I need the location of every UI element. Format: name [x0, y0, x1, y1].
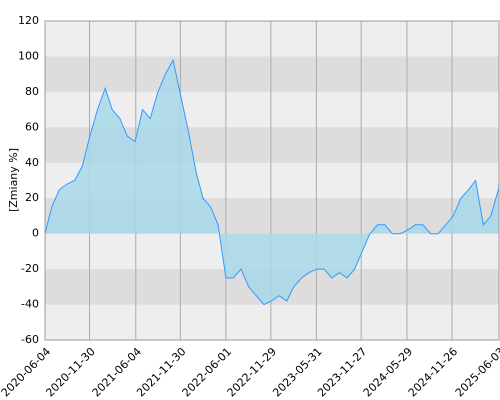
y-axis-label: [Zmiany %]	[7, 148, 20, 212]
area	[45, 60, 499, 305]
y-tick-label: 0	[32, 227, 39, 240]
y-tick-label: 40	[25, 156, 39, 169]
y-tick-label: 100	[18, 49, 39, 62]
x-tick-label: 2025-06-03	[453, 345, 500, 399]
y-tick-label: -40	[21, 298, 39, 311]
y-tick-label: 60	[25, 120, 39, 133]
y-tick-label: 80	[25, 85, 39, 98]
y-tick-label: -20	[21, 262, 39, 275]
plot-border	[44, 20, 500, 341]
y-tick-label: 20	[25, 191, 39, 204]
line	[44, 58, 500, 306]
y-tick-label: -60	[21, 333, 39, 346]
grid-band	[45, 56, 499, 92]
y-tick-label: 120	[18, 14, 39, 27]
